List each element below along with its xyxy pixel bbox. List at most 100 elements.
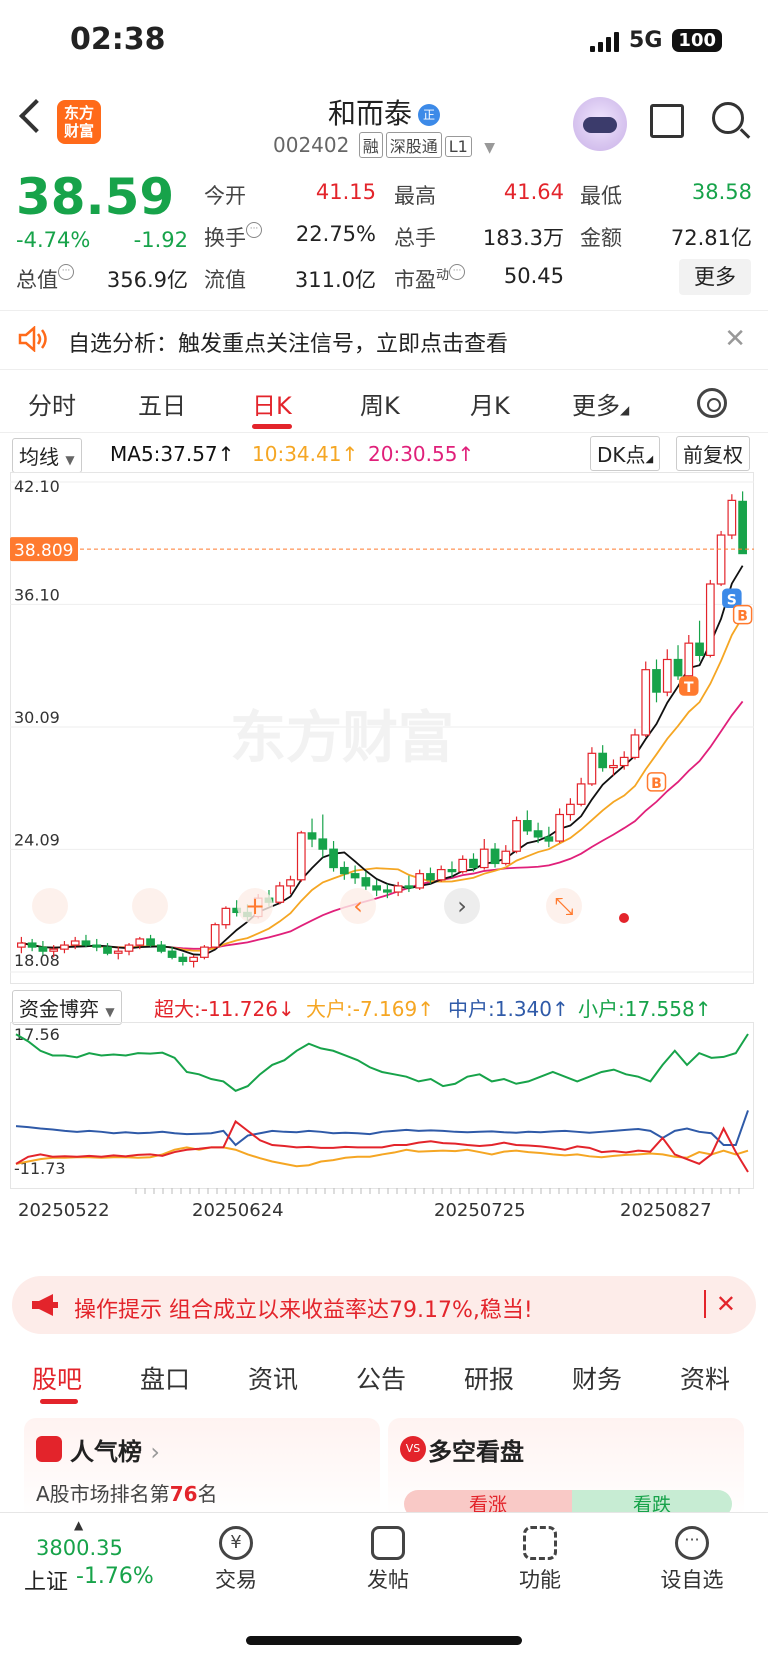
nav-functions[interactable]: 功能 [490,1526,590,1594]
candle-down [673,658,683,677]
stock-subtitle[interactable]: 002402 融深股通 L1 ▼ [0,132,768,158]
candle-down [652,669,661,693]
y-tick-label: 24.09 [14,830,60,849]
plus-icon[interactable] [237,888,273,924]
info-icon[interactable]: ··· [449,264,466,280]
tab-five-day[interactable]: 五日 [138,392,186,420]
candle-up [200,946,209,958]
caret-up-icon: ▲ [74,1518,84,1532]
candle-up [124,944,134,952]
long-short-title: 多空看盘 [428,1438,524,1466]
ma20-value: 20:30.55↑ [368,442,475,466]
close-icon[interactable]: ✕ [715,1290,736,1318]
market-cap-value: 356.9亿 [106,268,188,292]
tab-announcements[interactable]: 公告 [356,1365,407,1394]
index-name[interactable]: 上证 [24,1570,69,1595]
candle-up [716,534,726,585]
tab-daily-k[interactable]: 日K [252,392,292,420]
tab-news[interactable]: 资讯 [248,1365,299,1394]
turnover-value: 22.75% [295,222,376,246]
index-change[interactable]: -1.76% [76,1564,154,1589]
adjust-select[interactable]: 前复权 [676,436,750,471]
tab-finance[interactable]: 财务 [572,1365,623,1394]
tab-intraday[interactable]: 分时 [28,392,76,420]
flow-mid: 中户:1.340↑ [448,997,569,1021]
tag-connect: 深股通 [385,132,442,158]
candle-down [522,820,532,832]
candle-down [372,885,381,891]
flow-series-line [15,1110,749,1147]
kline-chart[interactable]: 42.1036.1030.0924.0918.08东方财富38.809SBTB+… [10,472,754,984]
search-icon[interactable] [712,102,744,134]
candle-down [81,940,91,946]
flow-series-line [15,1033,749,1092]
fullscreen-icon[interactable] [546,888,582,924]
prev-icon[interactable] [340,888,376,924]
popularity-card[interactable] [24,1418,380,1518]
caret-icon: ◢ [645,454,654,465]
more-dots-icon: ··· [675,1526,709,1560]
tab-more[interactable]: 更多◢ [572,392,630,420]
tab-research[interactable]: 研报 [464,1365,515,1394]
indicator-select[interactable]: 均线 ▼ [12,438,82,473]
candle-down [178,956,188,962]
flow-select[interactable]: 资金博弈 ▼ [12,990,122,1025]
home-indicator[interactable] [246,1636,522,1645]
candle-up [576,783,586,805]
index-value[interactable]: 3800.35 [36,1536,123,1560]
pe-label: 市盈动 ··· [394,264,466,294]
capital-flow-chart[interactable]: 17.56 -11.73 20250522 20250624 20250725 20250… [10,1022,754,1222]
pe-value: 50.45 [503,264,564,288]
candle-down [307,832,317,840]
candle-up [49,948,59,952]
vs-icon: VS [400,1436,426,1462]
info-icon[interactable]: ··· [58,264,74,280]
tab-monthly-k[interactable]: 月K [470,392,510,420]
alert-text[interactable]: 自选分析：触发重点关注信号，立即点击查看 [68,332,509,357]
caret-down-icon[interactable]: ▼ [484,140,495,156]
amount-value: 72.81亿 [670,226,752,250]
tag-level: L1 [444,136,472,157]
settings-icon[interactable] [697,388,727,418]
x-tick-label: 20250725 [434,1200,526,1221]
share-icon[interactable] [650,104,684,138]
candle-up [479,848,489,869]
signal-marker [646,772,667,792]
candle-up [555,813,564,842]
signal-marker [732,604,753,625]
megaphone-icon [32,1294,58,1316]
tab-profile[interactable]: 资料 [680,1365,731,1394]
tab-guba[interactable]: 股吧 [32,1365,83,1394]
promo-text[interactable]: 操作提示 组合成立以来收益率达79.17%,稳当! [74,1298,533,1323]
more-button[interactable]: 更多 [679,259,751,295]
zoom-in-icon[interactable] [132,888,168,924]
candle-up [436,868,446,881]
x-tick-label: 20250624 [192,1200,284,1221]
status-indicators: 5G 100 [590,28,722,53]
nav-trade[interactable]: ¥ 交易 [186,1526,286,1594]
x-tick-label: 20250827 [620,1200,712,1221]
candle-down [350,873,360,879]
app-logo[interactable]: 东方 财富 [57,100,101,144]
stock-code: 002402 [273,133,350,157]
dk-point-select[interactable]: DK点◢ [590,436,661,471]
last-price: 38.59 [16,168,175,226]
info-icon[interactable]: ··· [246,222,262,238]
tab-handicap[interactable]: 盘口 [140,1365,191,1394]
nav-add-watchlist[interactable]: ··· 设自选 [642,1526,742,1594]
candle-down [103,946,112,954]
tab-underline [40,1399,78,1404]
chart-frame [10,472,754,984]
alert-bar[interactable] [0,310,768,370]
close-icon[interactable]: ✕ [724,324,746,354]
zoom-out-icon[interactable] [32,888,68,924]
promo-divider [704,1290,706,1318]
promo-bar[interactable] [12,1276,756,1334]
next-icon[interactable] [444,888,480,924]
candle-down [738,500,747,555]
candle-up [221,907,231,926]
nav-post[interactable]: 发帖 [338,1526,438,1594]
tab-weekly-k[interactable]: 周K [360,392,400,420]
ai-assistant-icon[interactable] [573,97,627,151]
candle-down [339,866,349,875]
